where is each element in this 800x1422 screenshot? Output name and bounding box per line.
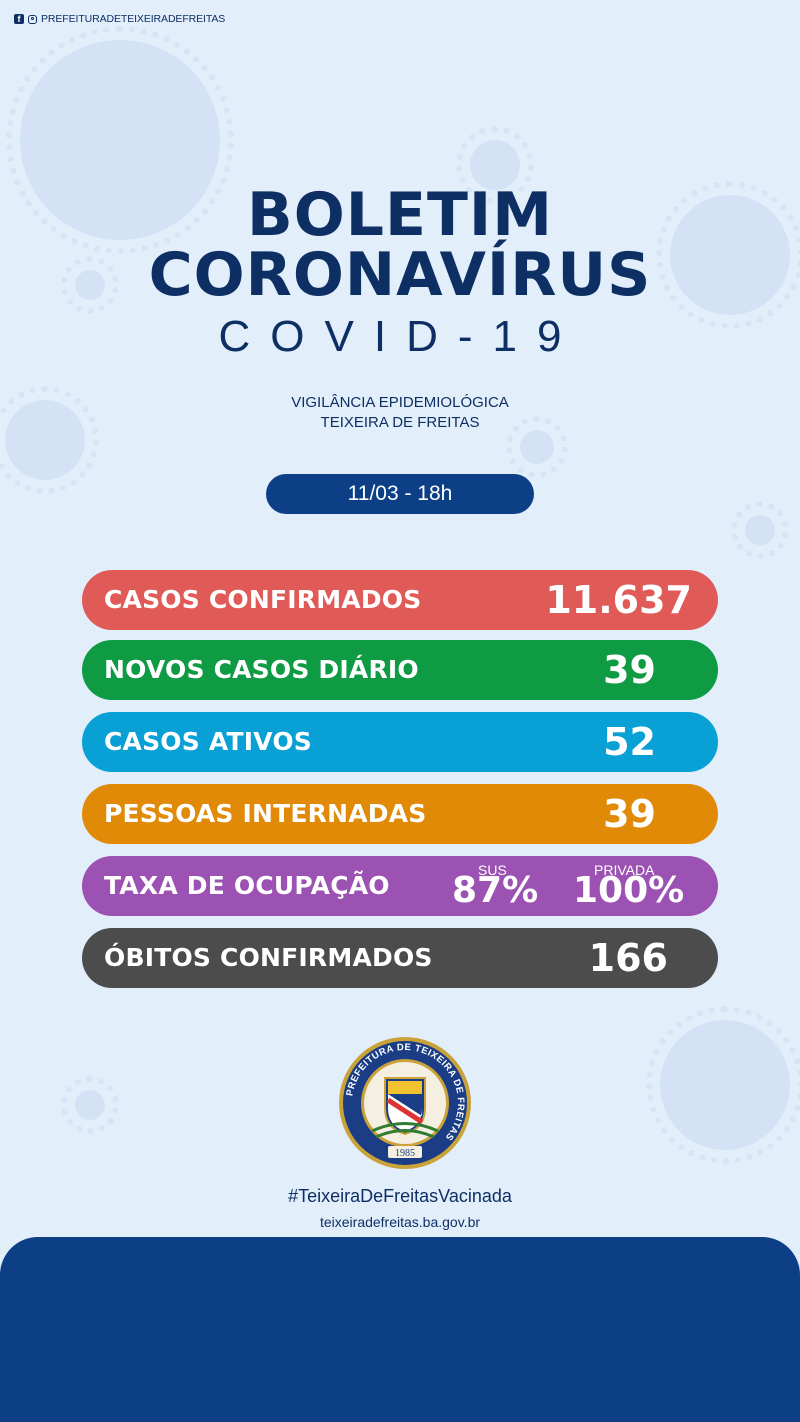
private-value: 100%	[573, 870, 685, 911]
stat-value: 11.637	[545, 578, 692, 622]
stat-label: ÓBITOS CONFIRMADOS	[104, 943, 433, 972]
virus-decoration	[506, 416, 568, 478]
virus-decoration	[656, 181, 800, 329]
subtitle-line1: VIGILÂNCIA EPIDEMIOLÓGICA	[291, 394, 509, 411]
campaign-hashtag: #TeixeiraDeFreitasVacinada	[288, 1186, 512, 1206]
stat-value: 39	[603, 648, 656, 692]
virus-decoration	[61, 1076, 119, 1134]
seal-year: 1985	[395, 1148, 415, 1159]
stat-label: CASOS CONFIRMADOS	[104, 585, 422, 614]
virus-decoration	[6, 26, 234, 254]
website-link[interactable]: teixeiradefreitas.ba.gov.br	[319, 1214, 481, 1230]
stat-row-deaths: ÓBITOS CONFIRMADOS 166	[82, 928, 718, 988]
subtitle-line2: TEIXEIRA DE FREITAS	[320, 414, 480, 431]
virus-decoration	[731, 501, 789, 559]
private-label: PRIVADA	[594, 862, 655, 878]
stat-label: NOVOS CASOS DIÁRIO	[104, 655, 419, 684]
title-coronavirus: CORONAVÍRUS	[148, 240, 652, 310]
stat-label: TAXA DE OCUPAÇÃO	[104, 871, 390, 900]
virus-decoration	[61, 256, 119, 314]
virus-decoration	[456, 126, 534, 204]
date-badge: 11/03 - 18h	[266, 474, 534, 514]
social-handle-text: PREFEITURADETEIXEIRADEFREITAS	[41, 13, 226, 25]
title-covid: COVID-19	[218, 312, 582, 361]
social-handle[interactable]: f PREFEITURADETEIXEIRADEFREITAS	[14, 13, 225, 25]
stat-value: 166	[588, 936, 668, 980]
stat-label: PESSOAS INTERNADAS	[104, 799, 427, 828]
stat-value: 52	[603, 720, 656, 764]
virus-decoration	[0, 386, 99, 494]
stat-row-hospitalized: PESSOAS INTERNADAS 39	[82, 784, 718, 844]
instagram-icon	[28, 14, 37, 24]
city-seal-logo: PREFEITURA DE TEIXEIRA DE FREITAS 1985	[339, 1037, 471, 1169]
stat-label: CASOS ATIVOS	[104, 727, 312, 756]
stat-row-new-daily: NOVOS CASOS DIÁRIO 39	[82, 640, 718, 700]
virus-decoration	[646, 1006, 800, 1164]
stat-row-confirmed: CASOS CONFIRMADOS 11.637	[82, 570, 718, 630]
sus-value: 87%	[452, 870, 539, 911]
facebook-icon: f	[14, 14, 24, 24]
stat-row-active: CASOS ATIVOS 52	[82, 712, 718, 772]
sus-label: SUS	[478, 862, 507, 878]
stat-row-occupancy: TAXA DE OCUPAÇÃO SUS 87% PRIVADA 100%	[82, 856, 718, 916]
footer-band	[0, 1237, 800, 1422]
stat-value: 39	[603, 792, 656, 836]
title-boletim: BOLETIM	[247, 180, 553, 250]
subtitle: VIGILÂNCIA EPIDEMIOLÓGICA TEIXEIRA DE FR…	[0, 393, 800, 433]
